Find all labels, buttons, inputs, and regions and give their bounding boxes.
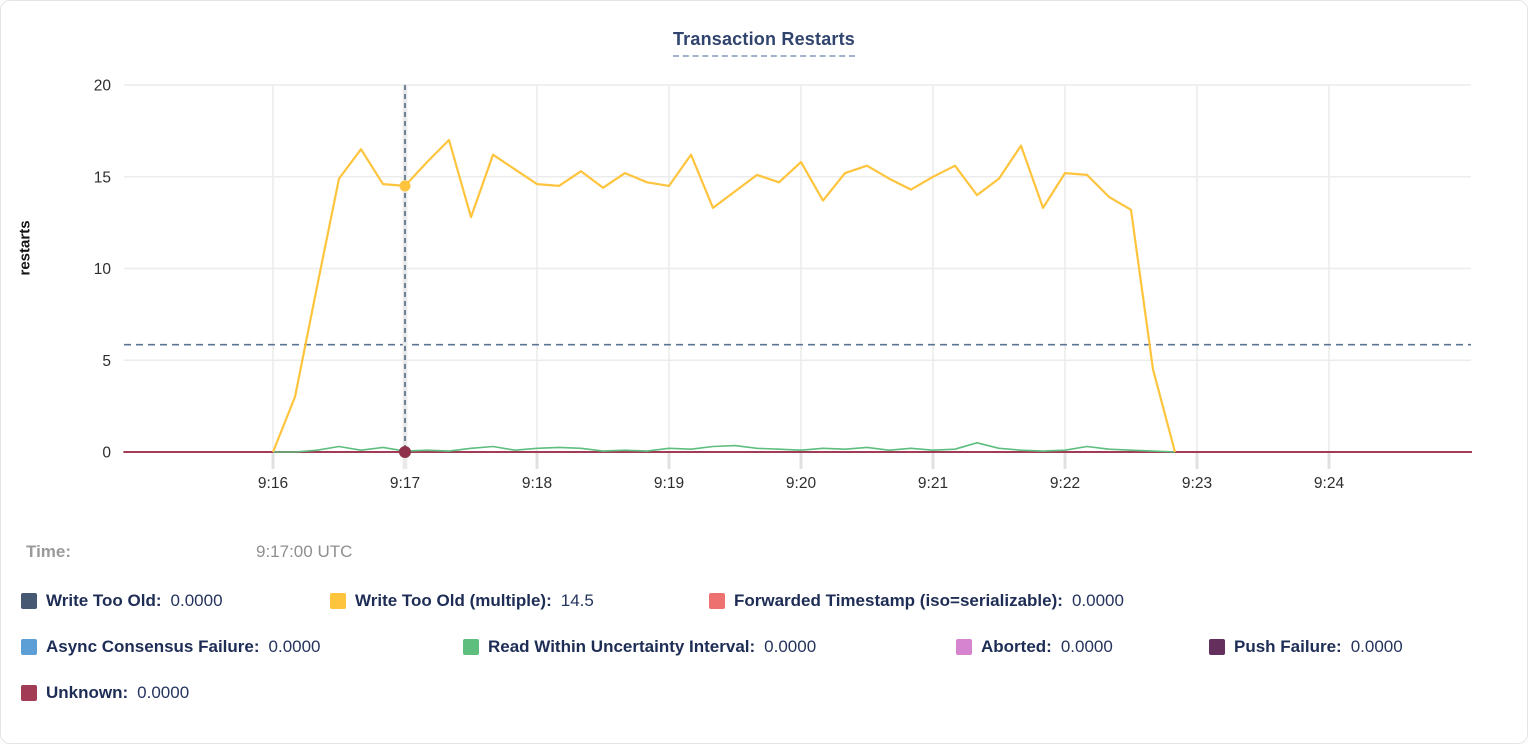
legend-label: Read Within Uncertainty Interval: [488, 637, 756, 656]
legend-value: 0.0000 [764, 637, 817, 656]
x-tick-label: 9:18 [522, 475, 552, 492]
legend-label: Push Failure: [1234, 637, 1342, 656]
legend-value: 0.0000 [170, 591, 223, 610]
x-tick-label: 9:21 [918, 475, 948, 492]
y-tick-label: 15 [94, 169, 111, 186]
legend-swatch [463, 639, 479, 655]
legend-value: 0.0000 [137, 683, 190, 702]
legend-item-aborted: Aborted: 0.0000 [956, 637, 1113, 657]
legend-row: Async Consensus Failure: 0.0000 Read Withi… [1, 637, 1527, 663]
legend-swatch [21, 639, 37, 655]
legend-swatch [956, 639, 972, 655]
series-write-too-old-multiple [271, 138, 1177, 453]
chart-title[interactable]: Transaction Restarts [672, 29, 856, 57]
x-tick-label: 9:20 [786, 475, 817, 492]
legend-row: Unknown: 0.0000 [1, 683, 1527, 709]
legend-item-write-too-old-multiple: Write Too Old (multiple): 14.5 [330, 591, 594, 611]
y-tick-label: 0 [102, 445, 111, 462]
legend-value: 0.0000 [1350, 637, 1403, 656]
time-value: 9:17:00 UTC [256, 542, 353, 561]
legend-swatch [330, 593, 346, 609]
legend-label: Write Too Old (multiple): [355, 591, 552, 610]
series-read-within-uncertainty-interval [273, 442, 1176, 453]
legend-value: 0.0000 [1071, 591, 1124, 610]
legend-row: Write Too Old: 0.0000 Write Too Old (multi… [1, 591, 1527, 617]
x-tick-label: 9:16 [258, 475, 288, 492]
y-tick-label: 10 [94, 261, 112, 278]
chart-canvas[interactable]: 9:16 9:17 9:18 9:19 9:20 9:21 9:22 9:23 9:24 0 5 10… [1, 1, 1528, 511]
legend-swatch [21, 593, 37, 609]
x-tick-label: 9:17 [390, 475, 420, 492]
x-tick-label: 9:19 [654, 475, 684, 492]
legend-item-read-within-uncertainty-interval: Read Within Uncertainty Interval: 0.0000 [463, 637, 816, 657]
legend-item-push-failure: Push Failure: 0.0000 [1209, 637, 1403, 657]
x-tick-label: 9:23 [1182, 475, 1212, 492]
legend-item-write-too-old: Write Too Old: 0.0000 [21, 591, 223, 611]
legend-swatch [1209, 639, 1225, 655]
legend-swatch [709, 593, 725, 609]
y-tick-label: 5 [102, 353, 111, 370]
time-label: Time: [26, 542, 72, 561]
legend-label: Unknown: [46, 683, 129, 702]
legend-item-unknown: Unknown: 0.0000 [21, 683, 189, 703]
legend-value: 14.5 [560, 591, 594, 610]
x-tick-label: 9:24 [1314, 475, 1345, 492]
legend-value: 0.0000 [268, 637, 321, 656]
x-tick-label: 9:22 [1050, 475, 1080, 492]
legend-item-async-consensus-failure: Async Consensus Failure: 0.0000 [21, 637, 321, 657]
tooltip-time-row: Time: 9:17:00 UTC [1, 542, 1527, 568]
legend-swatch [21, 685, 37, 701]
legend-label: Aborted: [981, 637, 1052, 656]
legend-label: Forwarded Timestamp (iso=serializable): [734, 591, 1063, 610]
legend-label: Async Consensus Failure: [46, 637, 260, 656]
legend-item-forwarded-timestamp-iso-serializable: Forwarded Timestamp (iso=serializable): 0… [709, 591, 1124, 611]
y-tick-label: 20 [94, 78, 112, 95]
legend-value: 0.0000 [1060, 637, 1113, 656]
hover-point-unknown [399, 446, 411, 458]
legend-label: Write Too Old: [46, 591, 162, 610]
hover-point-write-too-old-multiple [399, 180, 411, 192]
chart-title-wrap: Transaction Restarts [1, 29, 1527, 57]
